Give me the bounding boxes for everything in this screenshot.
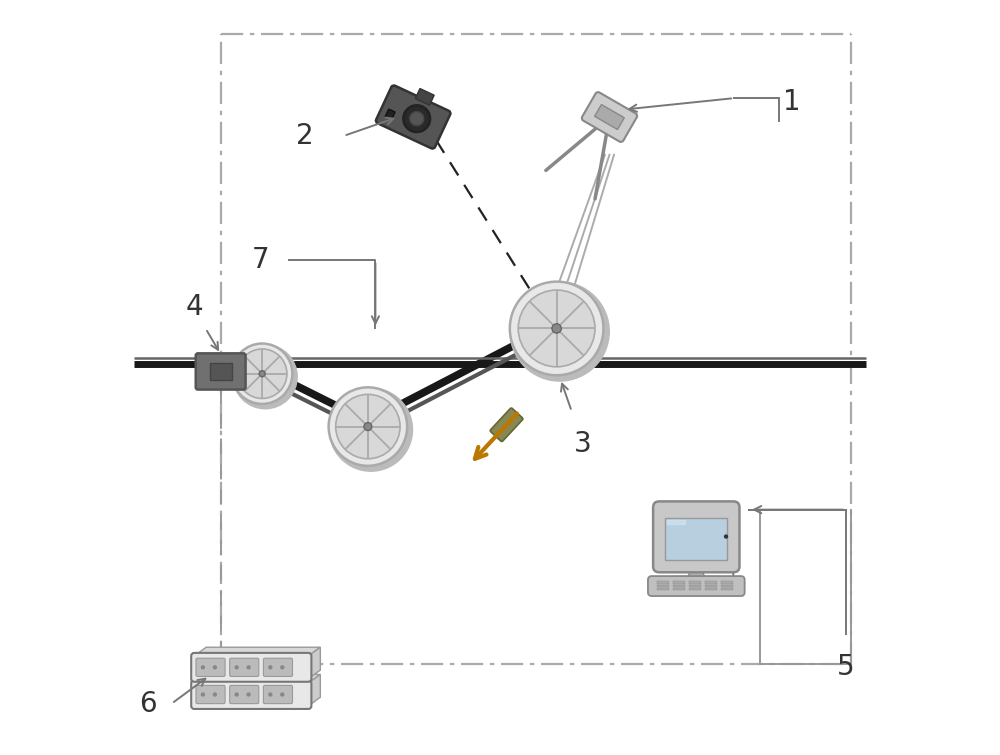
Circle shape	[234, 692, 239, 697]
Bar	[415, 88, 434, 105]
Bar	[705, 588, 717, 590]
Text: 2: 2	[296, 122, 314, 150]
Bar	[721, 584, 733, 587]
Circle shape	[403, 106, 430, 132]
Bar	[657, 584, 669, 587]
Text: 1: 1	[783, 88, 801, 116]
Bar	[721, 581, 733, 584]
Circle shape	[246, 665, 251, 670]
Bar	[657, 581, 669, 584]
Polygon shape	[667, 519, 685, 524]
Circle shape	[232, 344, 292, 404]
Bar	[705, 581, 717, 584]
Bar	[689, 584, 701, 587]
Circle shape	[510, 282, 609, 381]
Circle shape	[234, 665, 239, 670]
Text: 6: 6	[139, 689, 156, 718]
Circle shape	[410, 112, 424, 126]
Bar	[595, 104, 624, 130]
FancyBboxPatch shape	[196, 353, 246, 390]
Circle shape	[201, 665, 205, 670]
Polygon shape	[194, 674, 320, 683]
FancyBboxPatch shape	[263, 686, 292, 704]
FancyBboxPatch shape	[230, 686, 259, 704]
Circle shape	[280, 665, 284, 670]
FancyBboxPatch shape	[196, 658, 225, 676]
FancyBboxPatch shape	[263, 658, 292, 676]
Bar	[705, 584, 717, 587]
Text: 5: 5	[837, 653, 855, 681]
Polygon shape	[308, 674, 320, 706]
Circle shape	[724, 535, 728, 539]
Bar	[673, 584, 685, 587]
FancyBboxPatch shape	[196, 686, 225, 704]
Bar	[673, 581, 685, 584]
Bar	[673, 588, 685, 590]
Bar	[665, 518, 727, 560]
Bar	[676, 575, 716, 580]
Circle shape	[329, 387, 407, 466]
Circle shape	[336, 394, 400, 459]
Circle shape	[201, 692, 205, 697]
FancyBboxPatch shape	[653, 501, 739, 572]
Polygon shape	[308, 647, 320, 679]
Text: 4: 4	[185, 293, 203, 321]
FancyBboxPatch shape	[376, 85, 450, 149]
Polygon shape	[194, 647, 320, 656]
Circle shape	[246, 692, 251, 697]
Circle shape	[268, 692, 273, 697]
Circle shape	[552, 324, 561, 333]
Bar	[657, 588, 669, 590]
Bar	[689, 581, 701, 584]
Bar	[689, 588, 701, 590]
Circle shape	[268, 665, 273, 670]
Bar	[210, 363, 232, 380]
Circle shape	[518, 290, 595, 367]
Circle shape	[233, 345, 297, 408]
Circle shape	[329, 388, 413, 471]
Bar	[385, 109, 395, 120]
Text: 3: 3	[574, 430, 592, 458]
Circle shape	[213, 692, 217, 697]
FancyBboxPatch shape	[582, 92, 637, 142]
Circle shape	[213, 665, 217, 670]
FancyBboxPatch shape	[648, 576, 745, 596]
FancyBboxPatch shape	[230, 658, 259, 676]
Bar	[721, 588, 733, 590]
Circle shape	[364, 423, 372, 430]
FancyBboxPatch shape	[191, 653, 311, 682]
FancyBboxPatch shape	[490, 408, 523, 442]
FancyBboxPatch shape	[191, 680, 311, 709]
Circle shape	[280, 692, 284, 697]
Text: 7: 7	[252, 246, 270, 275]
Polygon shape	[688, 566, 705, 578]
Circle shape	[259, 371, 265, 377]
Circle shape	[510, 282, 603, 375]
Circle shape	[237, 349, 287, 399]
